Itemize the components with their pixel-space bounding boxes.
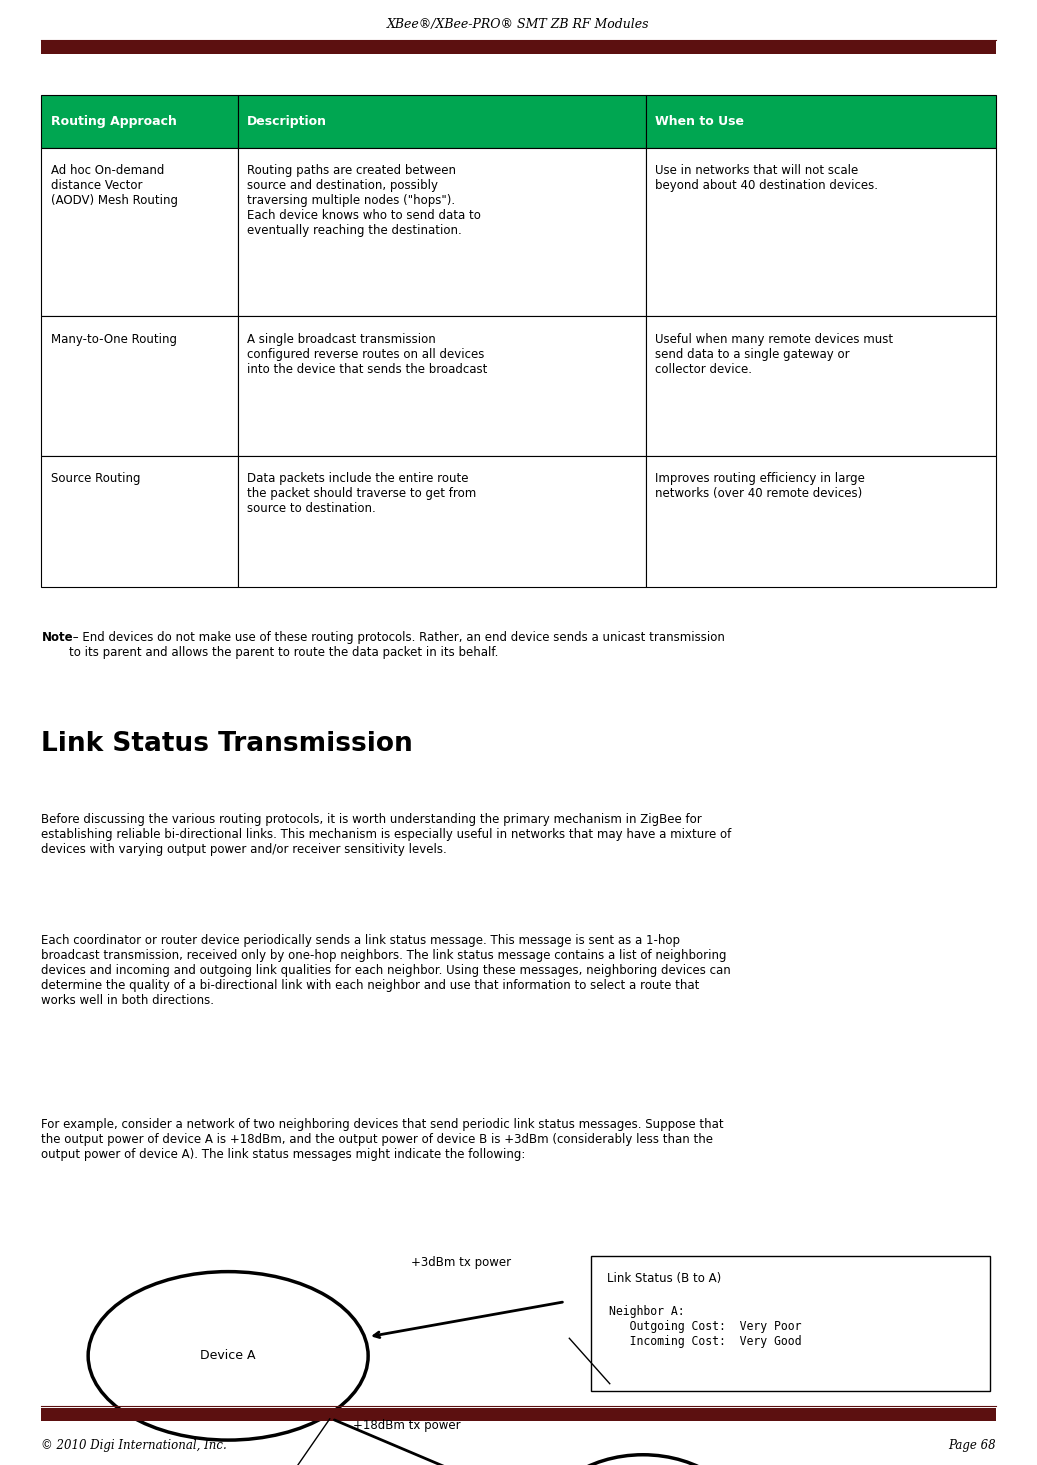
FancyBboxPatch shape (591, 1256, 990, 1390)
FancyBboxPatch shape (41, 456, 237, 587)
Text: Routing Approach: Routing Approach (51, 116, 176, 127)
Text: Link Status Transmission: Link Status Transmission (41, 731, 413, 757)
Text: Data packets include the entire route
the packet should traverse to get from
sou: Data packets include the entire route th… (247, 472, 476, 514)
Text: Routing paths are created between
source and destination, possibly
traversing mu: Routing paths are created between source… (247, 164, 481, 237)
Text: For example, consider a network of two neighboring devices that send periodic li: For example, consider a network of two n… (41, 1118, 724, 1160)
FancyBboxPatch shape (646, 148, 996, 316)
Text: Link Status (B to A): Link Status (B to A) (607, 1272, 721, 1285)
FancyBboxPatch shape (41, 95, 237, 148)
Text: Device A: Device A (200, 1349, 256, 1362)
FancyBboxPatch shape (646, 456, 996, 587)
FancyBboxPatch shape (646, 316, 996, 456)
Text: Source Routing: Source Routing (51, 472, 140, 485)
Text: Note: Note (41, 631, 73, 645)
FancyBboxPatch shape (41, 1408, 996, 1421)
FancyBboxPatch shape (237, 316, 646, 456)
Text: Useful when many remote devices must
send data to a single gateway or
collector : Useful when many remote devices must sen… (655, 333, 893, 375)
Text: Improves routing efficiency in large
networks (over 40 remote devices): Improves routing efficiency in large net… (655, 472, 865, 500)
Text: A single broadcast transmission
configured reverse routes on all devices
into th: A single broadcast transmission configur… (247, 333, 487, 375)
FancyBboxPatch shape (237, 456, 646, 587)
Text: Many-to-One Routing: Many-to-One Routing (51, 333, 177, 346)
Text: XBee®/XBee-PRO® SMT ZB RF Modules: XBee®/XBee-PRO® SMT ZB RF Modules (387, 18, 650, 31)
Text: When to Use: When to Use (655, 116, 744, 127)
Text: Neighbor A:
   Outgoing Cost:  Very Poor
   Incoming Cost:  Very Good: Neighbor A: Outgoing Cost: Very Poor Inc… (609, 1304, 802, 1348)
FancyBboxPatch shape (237, 148, 646, 316)
Ellipse shape (539, 1455, 747, 1465)
FancyBboxPatch shape (646, 95, 996, 148)
Text: Description: Description (247, 116, 327, 127)
Text: – End devices do not make use of these routing protocols. Rather, an end device : – End devices do not make use of these r… (69, 631, 725, 659)
Text: Page 68: Page 68 (948, 1439, 996, 1452)
Text: +18dBm tx power: +18dBm tx power (353, 1418, 460, 1431)
FancyBboxPatch shape (41, 316, 237, 456)
Ellipse shape (88, 1272, 368, 1440)
FancyBboxPatch shape (41, 41, 996, 54)
Text: Each coordinator or router device periodically sends a link status message. This: Each coordinator or router device period… (41, 935, 731, 1006)
Text: +3dBm tx power: +3dBm tx power (412, 1257, 511, 1269)
Text: © 2010 Digi International, Inc.: © 2010 Digi International, Inc. (41, 1439, 227, 1452)
FancyBboxPatch shape (41, 148, 237, 316)
Text: Use in networks that will not scale
beyond about 40 destination devices.: Use in networks that will not scale beyo… (655, 164, 878, 192)
Text: Ad hoc On-demand
distance Vector
(AODV) Mesh Routing: Ad hoc On-demand distance Vector (AODV) … (51, 164, 177, 207)
Text: Before discussing the various routing protocols, it is worth understanding the p: Before discussing the various routing pr… (41, 813, 732, 856)
FancyBboxPatch shape (237, 95, 646, 148)
